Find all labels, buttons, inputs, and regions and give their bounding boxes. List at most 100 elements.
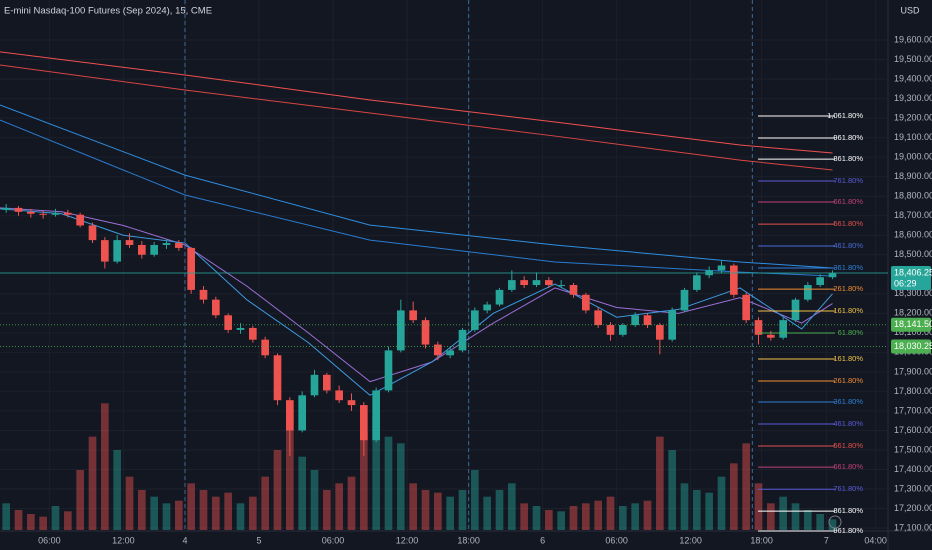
candle-body bbox=[619, 325, 627, 335]
volume-bar bbox=[532, 506, 541, 530]
volume-bar bbox=[409, 483, 417, 530]
volume-pane bbox=[2, 403, 837, 530]
volume-bar bbox=[138, 490, 146, 530]
fib-label: 461.80% bbox=[833, 419, 863, 428]
candle-body bbox=[224, 315, 232, 330]
volume-bar bbox=[2, 503, 10, 530]
y-tick-label: 18,600.00 bbox=[894, 230, 932, 240]
y-tick-label: 17,300.00 bbox=[894, 483, 932, 493]
candle-body bbox=[335, 390, 343, 401]
volume-bar bbox=[520, 503, 528, 530]
candle-body bbox=[2, 207, 10, 210]
candle-body bbox=[51, 212, 60, 215]
x-tick-label: 12:00 bbox=[396, 535, 419, 545]
volume-bar bbox=[446, 496, 454, 530]
candle-body bbox=[101, 240, 109, 262]
fib-label: 261.80% bbox=[833, 284, 863, 293]
candle-body bbox=[212, 299, 220, 316]
y-tick-label: 17,700.00 bbox=[894, 405, 932, 415]
candle-body bbox=[175, 243, 183, 248]
volume-bar bbox=[323, 490, 331, 530]
volume-bar bbox=[483, 496, 491, 530]
candle-body bbox=[64, 212, 72, 215]
volume-bar bbox=[27, 514, 35, 530]
candle-body bbox=[471, 310, 479, 330]
candle-body bbox=[569, 285, 578, 295]
x-tick-label: 7 bbox=[824, 535, 829, 545]
volume-bar bbox=[656, 436, 664, 530]
volume-bar bbox=[582, 503, 590, 530]
y-tick-label: 18,700.00 bbox=[894, 210, 932, 220]
fib-label: 1,061.80% bbox=[827, 111, 863, 120]
fib-label: 661.80% bbox=[833, 197, 863, 206]
replay-icon[interactable] bbox=[828, 515, 842, 529]
volume-bar bbox=[804, 510, 812, 530]
y-tick-label: 19,100.00 bbox=[894, 132, 932, 142]
volume-bar bbox=[397, 443, 405, 530]
volume-bar bbox=[360, 430, 368, 530]
volume-bar bbox=[742, 443, 750, 530]
candle-body bbox=[138, 244, 146, 255]
volume-bar bbox=[693, 490, 701, 530]
candle-body bbox=[594, 310, 602, 326]
candle-body bbox=[273, 355, 282, 401]
price-label: 18,406.25 bbox=[894, 267, 932, 277]
currency[interactable]: USD bbox=[900, 5, 920, 15]
volume-bar bbox=[717, 476, 726, 530]
volume-bar bbox=[372, 416, 380, 530]
volume-bar bbox=[508, 483, 516, 530]
candle-body bbox=[483, 304, 491, 311]
y-tick-label: 17,600.00 bbox=[894, 425, 932, 435]
fib-label: 261.80% bbox=[833, 376, 863, 385]
candle-body bbox=[76, 214, 84, 226]
candle-body bbox=[643, 315, 652, 326]
price-label-box bbox=[891, 266, 931, 291]
y-tick-label: 19,500.00 bbox=[894, 54, 932, 64]
volume-bar bbox=[421, 490, 430, 530]
candle-body bbox=[162, 243, 171, 245]
y-tick-label: 19,400.00 bbox=[894, 73, 932, 83]
fib-label: 361.80% bbox=[833, 263, 863, 272]
moving-average bbox=[0, 64, 833, 171]
fib-label: 861.80% bbox=[833, 506, 863, 515]
price-label: 18,030.25 bbox=[894, 341, 932, 351]
volume-bar bbox=[310, 470, 319, 530]
x-tick-label: 18:00 bbox=[457, 535, 480, 545]
x-tick-label: 6 bbox=[540, 535, 545, 545]
y-tick-label: 17,100.00 bbox=[894, 522, 932, 532]
price-label: 18,141.50 bbox=[894, 319, 932, 329]
y-tick-label: 17,900.00 bbox=[894, 366, 932, 376]
y-tick-label: 18,300.00 bbox=[894, 288, 932, 298]
candle-body bbox=[298, 395, 306, 431]
volume-bar bbox=[175, 500, 183, 530]
y-tick-label: 18,100.00 bbox=[894, 327, 932, 337]
moving-average bbox=[0, 104, 833, 269]
candle-body bbox=[384, 350, 393, 391]
candle-body bbox=[631, 315, 639, 326]
fib-label: 461.80% bbox=[833, 241, 863, 250]
candle-body bbox=[113, 240, 121, 262]
volume-bar bbox=[779, 496, 787, 530]
x-tick-label: 04:00 bbox=[864, 535, 887, 545]
volume-bar bbox=[14, 510, 23, 530]
volume-bar bbox=[495, 490, 504, 530]
fib-label: 361.80% bbox=[833, 397, 863, 406]
candle-body bbox=[557, 285, 565, 287]
volume-bar bbox=[261, 476, 269, 530]
candle-body bbox=[397, 310, 405, 351]
volume-bar bbox=[680, 483, 689, 530]
volume-bar bbox=[643, 500, 652, 530]
candle-body bbox=[421, 320, 430, 345]
candle-body bbox=[828, 273, 837, 278]
volume-bar bbox=[113, 450, 121, 530]
fib-label: 761.80% bbox=[833, 176, 863, 185]
candle-body bbox=[606, 325, 615, 335]
y-tick-label: 17,500.00 bbox=[894, 444, 932, 454]
y-tick-label: 18,800.00 bbox=[894, 191, 932, 201]
x-tick-label: 18:00 bbox=[750, 535, 773, 545]
candle-body bbox=[508, 280, 516, 290]
y-tick-label: 17,800.00 bbox=[894, 386, 932, 396]
candle-body bbox=[779, 320, 787, 338]
